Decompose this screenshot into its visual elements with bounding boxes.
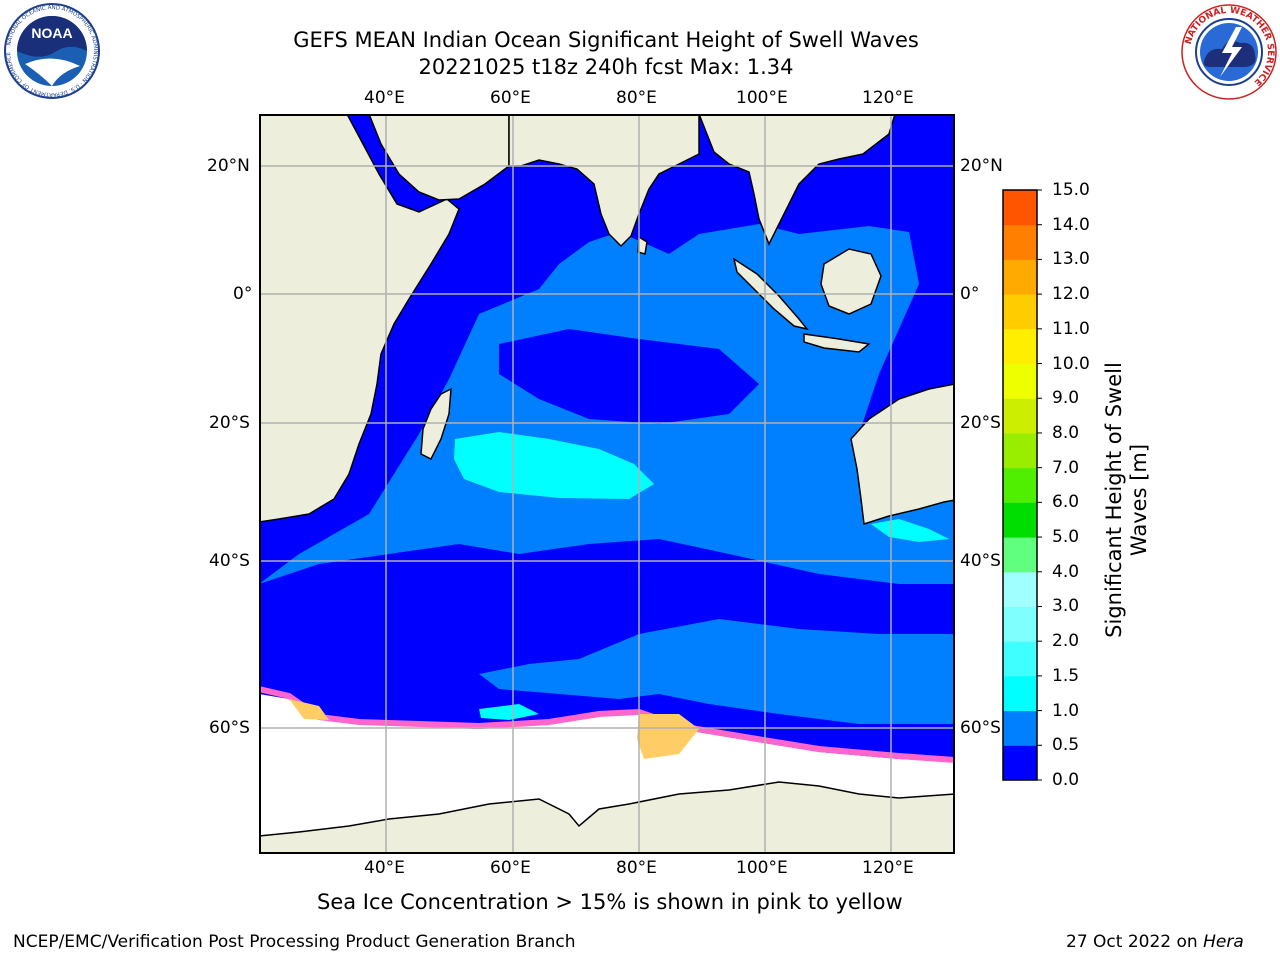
ice-edge-yellow <box>637 714 699 759</box>
run-date-text: 27 Oct 2022 on <box>1066 932 1198 952</box>
colorbar-tick-label: 4.0 <box>1052 561 1080 582</box>
noaa-logo-text: NOAA <box>31 25 72 41</box>
colorbar-tick-label: 5.0 <box>1052 527 1080 548</box>
madagascar <box>420 387 452 461</box>
colorbar-tick-label: 3.0 <box>1052 596 1080 617</box>
swell-patch-1-1p5-south <box>479 704 539 720</box>
colorbar-tick-label: 0.5 <box>1052 735 1080 756</box>
colorbar-segment <box>1003 259 1037 295</box>
colorbar-frame <box>1002 189 1038 781</box>
colorbar-tick-label: 14.0 <box>1052 214 1090 235</box>
lat-label-left: 20°N <box>207 156 250 176</box>
lon-label-bottom: 60°E <box>490 858 531 878</box>
colorbar-segment <box>1003 294 1037 330</box>
lon-label-top: 100°E <box>736 88 788 108</box>
colorbar-segment <box>1003 398 1037 434</box>
colorbar-segment <box>1003 537 1037 573</box>
lon-label-top: 80°E <box>616 88 657 108</box>
lon-label-bottom: 120°E <box>862 858 914 878</box>
credit-line: NCEP/EMC/Verification Post Processing Pr… <box>13 932 576 952</box>
nws-logo: NATIONAL WEATHER SERVICE <box>1181 4 1277 100</box>
colorbar-tick-label: 8.0 <box>1052 422 1080 443</box>
swell-band-south <box>479 619 955 724</box>
swell-height-map <box>259 114 955 854</box>
ice-edge-yellow-2 <box>289 699 329 720</box>
colorbar-segment <box>1003 606 1037 642</box>
colorbar-segment <box>1003 328 1037 365</box>
swell-patch-low <box>499 329 759 424</box>
colorbar-tick-label: 13.0 <box>1052 249 1090 270</box>
borneo <box>820 248 882 315</box>
colorbar-label: Significant Height of Swell Waves [m] <box>1102 362 1151 638</box>
colorbar-segment <box>1003 710 1037 746</box>
colorbar-tick-label: 7.0 <box>1052 457 1080 478</box>
colorbar-tick-label: 11.0 <box>1052 318 1090 339</box>
colorbar-segment <box>1003 675 1037 712</box>
lat-label-left: 20°S <box>209 413 250 433</box>
colorbar-segment <box>1003 502 1037 538</box>
colorbar-tick-label: 6.0 <box>1052 492 1080 513</box>
java <box>803 333 871 353</box>
colorbar-tick-label: 9.0 <box>1052 388 1080 409</box>
india <box>508 114 700 248</box>
colorbar-tick-label: 12.0 <box>1052 284 1090 305</box>
lon-label-top: 40°E <box>364 88 405 108</box>
colorbar-segment <box>1003 467 1037 503</box>
run-date: 27 Oct 2022 on Hera <box>1066 932 1244 952</box>
machine-name: Hera <box>1203 932 1244 952</box>
lat-label-left: 0° <box>233 284 253 304</box>
colorbar-segment <box>1003 745 1037 781</box>
lat-label-right: 0° <box>960 284 980 304</box>
colorbar-segment <box>1003 571 1037 607</box>
lat-label-right: 20°S <box>960 413 1001 433</box>
chart-subtitle: 20221025 t18z 240h fcst Max: 1.34 <box>418 55 794 79</box>
antarctica <box>259 781 955 854</box>
colorbar-segment <box>1003 224 1037 260</box>
lat-label-right: 20°N <box>960 156 1003 176</box>
colorbar-segment <box>1003 432 1037 469</box>
graticule <box>259 114 955 854</box>
noaa-logo: NOAA NATIONAL OCEANIC AND ATMOSPHERIC AD… <box>4 3 100 99</box>
lon-label-top: 60°E <box>490 88 531 108</box>
colorbar-tick-label: 10.0 <box>1052 353 1090 374</box>
colorbar <box>1002 189 1042 781</box>
australia <box>850 383 955 525</box>
map-frame <box>259 114 955 854</box>
lon-label-bottom: 40°E <box>364 858 405 878</box>
lon-label-top: 120°E <box>862 88 914 108</box>
colorbar-segment <box>1003 363 1037 399</box>
swell-patch-1-1p5 <box>454 432 654 499</box>
colorbar-tick-label: 1.0 <box>1052 700 1080 721</box>
africa <box>259 114 460 523</box>
lat-label-left: 40°S <box>209 551 250 571</box>
colorbar-tick-label: 15.0 <box>1052 180 1090 200</box>
sea-ice-note: Sea Ice Concentration > 15% is shown in … <box>317 890 903 914</box>
colorbar-tick-label: 2.0 <box>1052 631 1080 652</box>
lat-label-right: 60°S <box>960 718 1001 738</box>
lat-label-right: 40°S <box>960 551 1001 571</box>
colorbar-segment <box>1003 190 1037 226</box>
lat-label-left: 60°S <box>209 718 250 738</box>
lon-label-bottom: 100°E <box>736 858 788 878</box>
chart-title: GEFS MEAN Indian Ocean Significant Heigh… <box>293 28 919 52</box>
colorbar-tick-label: 1.5 <box>1052 665 1080 686</box>
colorbar-tick-label: 0.0 <box>1052 770 1080 790</box>
lon-label-bottom: 80°E <box>616 858 657 878</box>
colorbar-segment <box>1003 641 1037 677</box>
